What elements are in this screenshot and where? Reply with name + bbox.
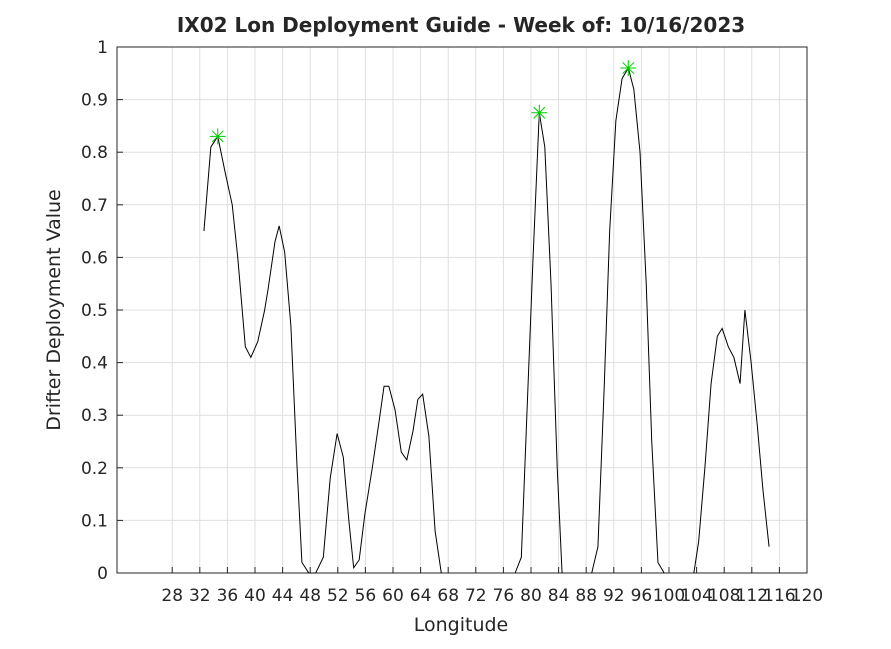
y-tick-label: 0.8	[81, 143, 108, 163]
x-tick-label: 60	[382, 586, 404, 606]
x-tick-label: 32	[189, 586, 211, 606]
peak-marker	[620, 60, 637, 77]
x-tick-label: 120	[791, 586, 823, 606]
y-tick-label: 0.7	[81, 196, 108, 216]
x-tick-label: 28	[161, 586, 183, 606]
y-tick-label: 0.6	[81, 248, 108, 268]
x-tick-label: 92	[603, 586, 625, 606]
y-tick-label: 1	[97, 38, 108, 58]
x-tick-label: 36	[217, 586, 239, 606]
x-tick-label: 68	[437, 586, 459, 606]
x-tick-label: 52	[327, 586, 349, 606]
x-tick-label: 84	[548, 586, 570, 606]
x-tick-label: 104	[680, 586, 712, 606]
y-tick-label: 0.1	[81, 511, 108, 531]
x-tick-label: 88	[575, 586, 597, 606]
peak-marker	[531, 104, 548, 121]
x-axis-label: Longitude	[414, 614, 509, 636]
y-tick-label: 0	[97, 564, 108, 584]
x-tick-label: 56	[355, 586, 377, 606]
y-tick-label: 0.2	[81, 459, 108, 479]
x-tick-label: 76	[493, 586, 515, 606]
x-tick-label: 40	[244, 586, 266, 606]
x-tick-label: 100	[653, 586, 685, 606]
y-tick-label: 0.3	[81, 406, 108, 426]
x-tick-label: 96	[631, 586, 653, 606]
x-tick-label: 64	[410, 586, 432, 606]
chart-title: IX02 Lon Deployment Guide - Week of: 10/…	[177, 13, 745, 37]
x-tick-label: 116	[763, 586, 795, 606]
x-tick-label: 112	[736, 586, 768, 606]
peak-marker	[209, 128, 226, 145]
y-axis-label: Drifter Deployment Value	[43, 189, 65, 431]
y-tick-label: 0.9	[81, 91, 108, 111]
x-tick-label: 48	[299, 586, 321, 606]
y-tick-label: 0.5	[81, 301, 108, 321]
x-tick-label: 80	[520, 586, 542, 606]
x-tick-label: 108	[708, 586, 740, 606]
x-tick-label: 44	[272, 586, 294, 606]
x-tick-label: 72	[465, 586, 487, 606]
y-tick-label: 0.4	[81, 354, 108, 374]
axes-box	[116, 46, 808, 574]
